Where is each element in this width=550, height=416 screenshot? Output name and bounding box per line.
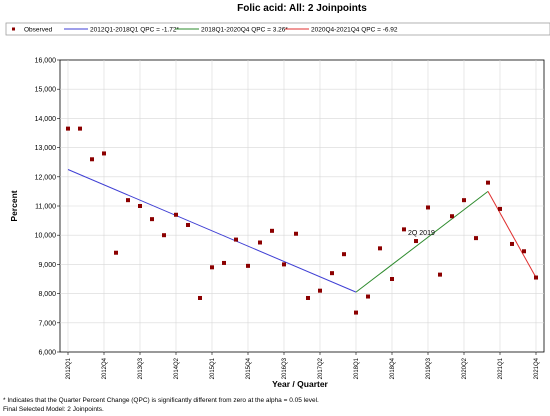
observed-point (378, 246, 382, 251)
observed-point (234, 237, 238, 242)
observed-point (114, 250, 118, 255)
observed-point (138, 204, 142, 208)
observed-point (102, 151, 106, 156)
observed-point (186, 222, 190, 227)
y-tick-label: 10,000 (35, 233, 57, 240)
y-tick-label: 9,000 (38, 262, 56, 269)
observed-point (522, 249, 526, 254)
x-tick-label: 2015Q1 (210, 357, 216, 379)
observed-point (78, 126, 82, 131)
x-tick-label: 2017Q2 (318, 357, 324, 379)
x-tick-label: 2014Q2 (174, 357, 180, 379)
x-tick-label: 2021Q4 (534, 357, 540, 379)
x-tick-label: 2019Q3 (426, 357, 432, 379)
footnote-final-model: Final Selected Model: 2 Joinpoints. (3, 406, 104, 413)
y-tick-label: 16,000 (35, 58, 57, 65)
observed-point (366, 294, 370, 299)
observed-point (402, 227, 406, 232)
observed-point (390, 277, 394, 281)
x-tick-label: 2018Q1 (354, 357, 360, 379)
observed-point (414, 239, 418, 244)
observed-point (498, 206, 502, 211)
legend-label-segment-1: 2012Q1-2018Q1 QPC = -1.72* (90, 27, 180, 34)
segment-line-1 (67, 169, 357, 293)
legend: Observed 2012Q1-2018Q1 QPC = -1.72* 2018… (12, 27, 398, 34)
observed-point (222, 260, 226, 265)
observed-point (282, 262, 286, 267)
x-tick-label: 2012Q4 (102, 357, 108, 379)
observed-point (174, 212, 178, 217)
observed-point (126, 198, 130, 203)
y-tick-label: 11,000 (35, 204, 56, 211)
y-tick-label: 14,000 (35, 116, 57, 123)
x-tick-label: 2012Q1 (66, 357, 72, 379)
y-axis-title: Percent (9, 190, 19, 221)
y-tick-label: 7,000 (38, 320, 56, 327)
observed-point (486, 180, 490, 185)
x-tick-label: 2015Q4 (246, 357, 252, 379)
joinpoint-segments (67, 169, 537, 293)
observed-point (270, 228, 274, 233)
observed-point (246, 263, 250, 268)
observed-point (198, 295, 202, 300)
observed-point (462, 198, 466, 203)
x-axis-title: Year / Quarter (272, 379, 328, 389)
y-axis-ticks: 6,000 7,000 8,000 9,000 10,000 11,000 12,000 13… (35, 58, 60, 357)
legend-box (5, 22, 550, 36)
observed-point (330, 271, 334, 276)
legend-label-observed: Observed (24, 27, 53, 34)
joinpoint-annotation: 2Q 2019 (408, 230, 435, 237)
x-tick-label: 2018Q4 (390, 357, 396, 379)
x-tick-label: 2016Q3 (282, 357, 288, 379)
y-tick-label: 15,000 (35, 87, 57, 94)
observed-point (210, 265, 214, 270)
observed-point (438, 272, 442, 277)
observed-point (318, 288, 322, 293)
y-tick-label: 8,000 (38, 291, 56, 298)
observed-point (306, 295, 310, 300)
observed-point (474, 236, 478, 241)
y-tick-label: 13,000 (35, 145, 57, 152)
observed-point (426, 205, 430, 210)
x-axis-ticks: 2012Q1 2012Q4 2013Q3 2014Q2 2015Q1 2015Q4 2016… (66, 352, 540, 379)
legend-label-segment-2: 2018Q1-2020Q4 QPC = 3.26* (201, 27, 288, 34)
observed-point (258, 240, 262, 245)
observed-point (162, 233, 166, 238)
observed-point (342, 252, 346, 257)
segment-line-3 (487, 191, 537, 278)
legend-label-segment-3: 2020Q4-2021Q4 QPC = -6.92 (311, 27, 398, 34)
observed-point (534, 275, 538, 280)
legend-marker-observed (12, 27, 15, 31)
y-tick-label: 6,000 (38, 350, 56, 357)
y-tick-label: 12,000 (35, 174, 57, 181)
observed-point (354, 310, 358, 315)
x-tick-label: 2013Q3 (138, 357, 144, 379)
x-tick-label: 2021Q1 (498, 357, 504, 379)
observed-point (294, 231, 298, 236)
chart-title: Folic acid: All: 2 Joinpoints (237, 3, 367, 14)
observed-point (66, 126, 70, 131)
segment-line-2 (355, 191, 489, 293)
x-tick-label: 2020Q2 (462, 357, 468, 379)
observed-point (150, 217, 154, 222)
footnote-significance: * Indicates that the Quarter Percent Cha… (3, 397, 319, 404)
observed-point (450, 214, 454, 219)
observed-point (90, 157, 94, 162)
observed-point (510, 241, 514, 246)
observed-points (66, 126, 538, 315)
